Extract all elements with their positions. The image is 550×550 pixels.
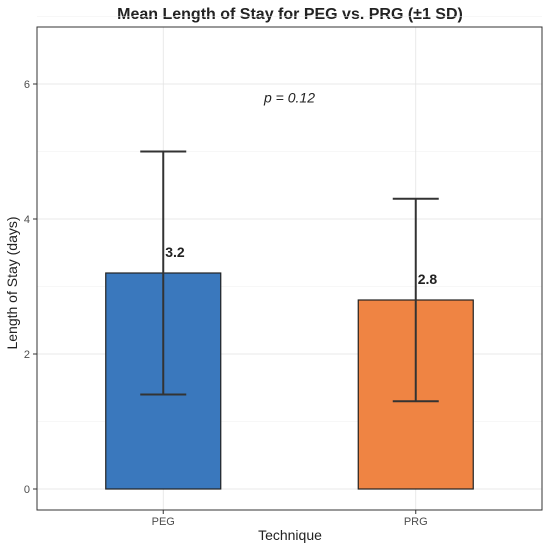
- y-tick-label: 2: [24, 349, 30, 361]
- data-label-peg: 3.2: [165, 244, 185, 260]
- p-value-annotation: p = 0.12: [263, 90, 315, 106]
- y-tick-label: 6: [24, 79, 30, 91]
- chart-title: Mean Length of Stay for PEG vs. PRG (±1 …: [117, 6, 463, 23]
- x-tick-label-peg: PEG: [152, 516, 175, 528]
- data-label-prg: 2.8: [418, 271, 438, 287]
- y-axis-ticks: 0 2 4 6: [24, 79, 37, 496]
- bars: [105, 272, 474, 490]
- y-axis-title: Length of Stay (days): [4, 216, 20, 349]
- error-bars: [140, 150, 439, 403]
- x-axis-ticks: PEG PRG: [152, 510, 428, 528]
- data-labels: 3.2 2.8: [165, 244, 437, 287]
- x-axis-title: Technique: [258, 527, 322, 543]
- plot-panel-border: [36, 26, 543, 511]
- x-tick-label-prg: PRG: [404, 516, 428, 528]
- y-tick-label: 0: [24, 484, 30, 496]
- y-tick-label: 4: [24, 214, 30, 226]
